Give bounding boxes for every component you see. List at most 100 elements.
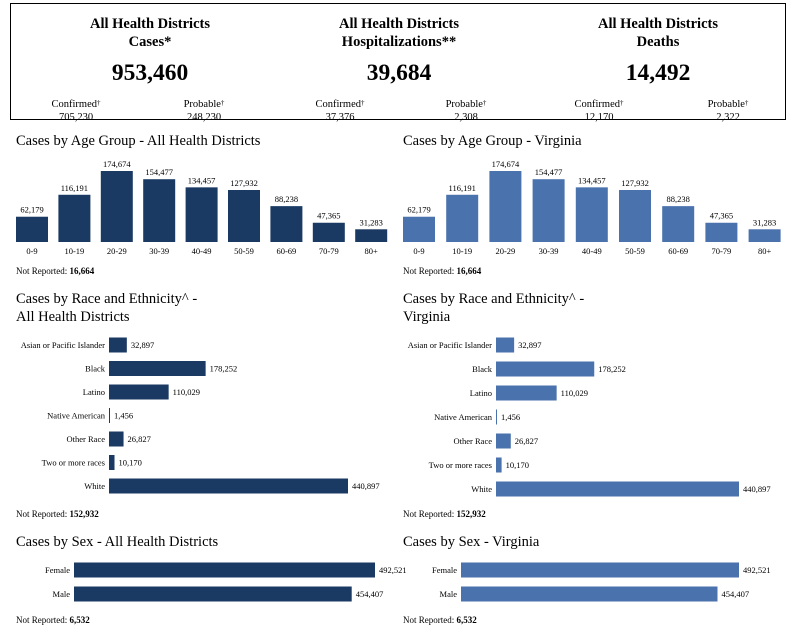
category-label: 30-39 <box>149 246 169 256</box>
value-label: 178,252 <box>210 364 238 374</box>
bar-10-19 <box>446 194 479 242</box>
deaths-stat: All Health Districts Deaths 14,492 Confi… <box>529 15 787 123</box>
category-label: 80+ <box>365 246 379 256</box>
bar-Other Race <box>496 433 511 449</box>
value-label: 134,457 <box>188 175 216 185</box>
value-label: 47,365 <box>710 211 733 221</box>
cases-probable-value: 248,230 <box>186 112 222 123</box>
category-label: Asian or Pacific Islander <box>408 340 492 350</box>
deaths-total: 14,492 <box>625 60 691 86</box>
bar-White <box>496 481 739 497</box>
category-label: Female <box>45 565 70 575</box>
value-label: 31,283 <box>360 217 383 227</box>
value-label: 110,029 <box>173 387 200 397</box>
category-label: 10-19 <box>452 246 472 256</box>
cases-title: All Health Districts Cases* <box>21 15 279 51</box>
dagger-mark: † <box>620 99 624 107</box>
age-virginia-panel: Cases by Age Group - Virginia 62,179 0-9 1… <box>403 132 793 278</box>
cases-probable: Probable† 248,230 <box>149 97 259 124</box>
category-label: Native American <box>47 411 106 421</box>
deaths-probable-label: Probable <box>707 99 745 110</box>
bar-20-29 <box>489 171 522 242</box>
dagger-mark: † <box>744 99 749 107</box>
category-label: Asian or Pacific Islander <box>21 340 105 350</box>
dagger-mark: † <box>220 99 225 107</box>
category-label: Female <box>432 565 457 575</box>
bar-Male <box>74 586 352 602</box>
bar-40-49 <box>185 187 218 242</box>
bar-40-49 <box>575 187 608 242</box>
value-label: 32,897 <box>131 340 154 350</box>
deaths-confirmed: Confirmed† 12,170 <box>544 97 654 124</box>
sex-virginia-chart: Female 492,521 Male 454,407 <box>432 562 771 602</box>
sex-districts-panel: Cases by Sex - All Health Districts Fema… <box>16 533 407 632</box>
category-label: 80+ <box>758 246 772 256</box>
sex-districts-title: Cases by Sex - All Health Districts <box>16 534 219 550</box>
value-label: 26,827 <box>128 434 151 444</box>
value-label: 116,191 <box>61 183 88 193</box>
bar-Two or more races <box>109 455 115 470</box>
cases-title-line1: All Health Districts <box>89 16 210 32</box>
not-reported-value: 16,664 <box>456 266 482 276</box>
bar-Asian or Pacific Islander <box>109 337 127 353</box>
sex-districts-chart: Female 492,521 Male 454,407 <box>45 562 407 602</box>
category-label: Male <box>440 589 458 599</box>
race-virginia-panel: Cases by Race and Ethnicity^ - Virginia … <box>403 290 793 522</box>
bar-60-69 <box>662 206 695 242</box>
value-label: 492,521 <box>379 565 407 575</box>
cases-probable-label: Probable <box>183 99 221 110</box>
value-label: 32,897 <box>518 340 541 350</box>
value-label: 26,827 <box>515 436 538 446</box>
bar-Native American <box>496 409 497 425</box>
category-label: 40-49 <box>192 246 212 256</box>
deaths-confirmed-value: 12,170 <box>584 112 614 123</box>
value-label: 47,365 <box>317 211 340 221</box>
race-districts-title-line1: Cases by Race and Ethnicity^ - <box>16 291 198 307</box>
category-label: Other Race <box>454 436 493 446</box>
age-districts-not-reported: Not Reported: 16,664 <box>16 266 94 277</box>
bar-Other Race <box>109 431 124 447</box>
bar-0-9 <box>16 216 48 242</box>
cases-total: 953,460 <box>111 60 189 86</box>
hospitalizations-probable: Probable† 2,308 <box>411 97 521 124</box>
not-reported-value: 152,932 <box>456 509 486 519</box>
value-label: 440,897 <box>743 484 771 494</box>
hospitalizations-probable-value: 2,308 <box>454 112 478 123</box>
category-label: 0-9 <box>26 246 37 256</box>
bar-Native American <box>109 408 110 423</box>
deaths-probable: Probable† 2,322 <box>673 97 783 124</box>
sex-districts-not-reported: Not Reported: 6,532 <box>16 615 90 626</box>
bar-50-59 <box>619 189 651 242</box>
sex-virginia-title: Cases by Sex - Virginia <box>403 534 540 550</box>
value-label: 154,477 <box>535 167 563 177</box>
deaths-title: All Health Districts Deaths <box>529 15 787 51</box>
hospitalizations-title-line2: Hospitalizations** <box>341 34 457 50</box>
cases-stat: All Health Districts Cases* 953,460 Conf… <box>21 15 279 123</box>
age-virginia-title: Cases by Age Group - Virginia <box>403 133 582 149</box>
bar-Latino <box>496 385 557 401</box>
cases-confirmed-label: Confirmed <box>51 99 98 110</box>
hospitalizations-total: 39,684 <box>366 60 432 86</box>
value-label: 10,170 <box>506 460 529 470</box>
value-label: 154,477 <box>145 167 173 177</box>
not-reported-value: 6,532 <box>456 615 477 625</box>
value-label: 88,238 <box>667 194 690 204</box>
category-label: 10-19 <box>64 246 84 256</box>
bar-80+ <box>748 229 781 242</box>
value-label: 454,407 <box>356 589 384 599</box>
bar-Female <box>74 562 375 578</box>
bar-60-69 <box>270 206 303 242</box>
category-label: 50-59 <box>234 246 254 256</box>
sex-virginia-not-reported: Not Reported: 6,532 <box>403 615 477 626</box>
not-reported-value: 16,664 <box>69 266 95 276</box>
bar-Male <box>461 586 718 602</box>
bar-70-79 <box>705 222 738 242</box>
category-label: 30-39 <box>539 246 559 256</box>
race-districts-title: Cases by Race and Ethnicity^ - All Healt… <box>16 290 197 326</box>
category-label: Latino <box>470 388 492 398</box>
race-districts-panel: Cases by Race and Ethnicity^ - All Healt… <box>16 290 406 522</box>
race-districts-not-reported: Not Reported: 152,932 <box>16 509 99 520</box>
category-label: 60-69 <box>668 246 688 256</box>
value-label: 10,170 <box>119 458 142 468</box>
bar-30-39 <box>532 179 565 242</box>
